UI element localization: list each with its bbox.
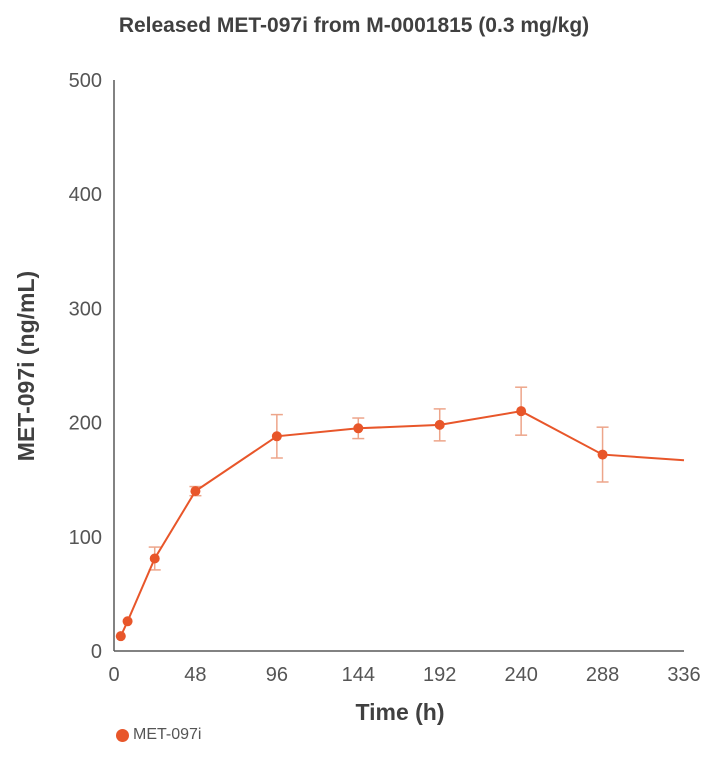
x-tick-label: 144 (342, 664, 375, 686)
y-tick-label: 200 (69, 413, 102, 435)
y-tick-label: 100 (69, 527, 102, 549)
data-point (122, 616, 133, 627)
x-tick-label: 0 (108, 664, 119, 686)
y-tick-label: 500 (69, 70, 102, 92)
data-point (271, 431, 282, 442)
chart-title: Released MET-097i from M-0001815 (0.3 mg… (118, 14, 590, 37)
data-point (516, 406, 527, 417)
data-point (353, 423, 364, 434)
series-line (119, 410, 685, 637)
x-tick-label: 96 (266, 664, 288, 686)
x-axis-title: Time (h) (355, 699, 444, 725)
data-point (190, 486, 201, 497)
x-tick-label: 288 (586, 664, 619, 686)
data-point (597, 449, 608, 460)
legend-marker-icon (116, 728, 129, 742)
y-tick-label: 400 (69, 184, 102, 206)
y-axis-title: MET-097i (ng/mL) (13, 271, 39, 461)
data-point (115, 631, 126, 642)
y-tick-label: 0 (91, 641, 102, 663)
x-tick-label: 240 (504, 664, 537, 686)
x-tick-label: 48 (184, 664, 206, 686)
legend: MET-097i (116, 726, 201, 744)
data-point (149, 553, 160, 564)
x-tick-label: 336 (667, 664, 700, 686)
y-tick-label: 300 (69, 298, 102, 320)
x-tick-label: 192 (423, 664, 456, 686)
legend-label: MET-097i (133, 726, 202, 743)
data-point (434, 419, 445, 430)
